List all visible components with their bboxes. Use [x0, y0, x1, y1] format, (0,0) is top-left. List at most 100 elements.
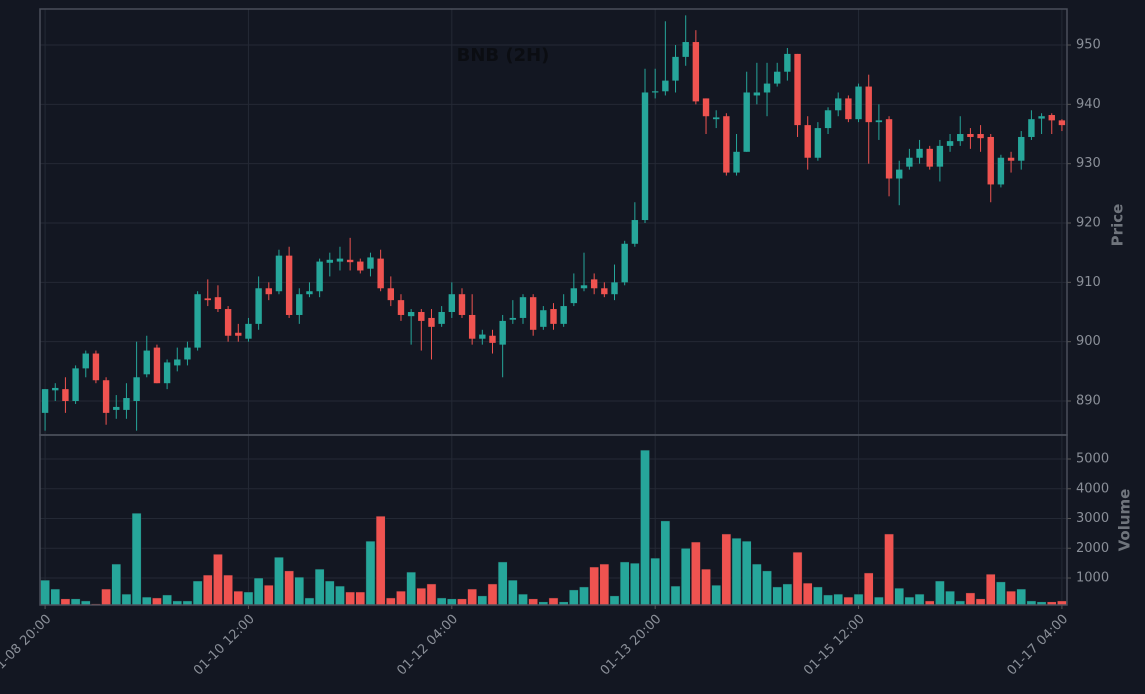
candle-body — [550, 309, 557, 324]
candle-body — [1058, 120, 1066, 126]
volume-bar — [579, 586, 589, 606]
volume-bar — [457, 598, 467, 606]
volume-bar — [762, 570, 772, 606]
candle-body — [468, 314, 476, 339]
candle-body — [133, 377, 140, 402]
candle-body — [519, 297, 527, 318]
candle-body — [682, 42, 689, 57]
candle-body — [763, 83, 771, 93]
volume-bar — [823, 594, 833, 606]
volume-bar — [853, 593, 864, 606]
candle-body — [509, 317, 517, 320]
candle-body — [580, 285, 588, 289]
volume-bar — [467, 588, 477, 606]
candle-body — [306, 291, 313, 295]
candle-body — [407, 312, 415, 317]
candle-body — [255, 288, 262, 324]
volume-bar — [131, 512, 142, 606]
volume-bar — [640, 449, 650, 606]
candle-body — [957, 134, 964, 142]
candle-body — [570, 288, 578, 304]
candle-body — [123, 398, 130, 410]
volume-bar — [833, 593, 844, 606]
volume-bar — [792, 551, 803, 606]
volume-bar — [304, 597, 315, 606]
volume-bar — [813, 586, 823, 606]
candle-body — [52, 387, 59, 391]
volume-bar — [650, 557, 661, 606]
volume-bar — [528, 598, 538, 606]
volume-bar — [660, 520, 671, 606]
candle-body — [499, 320, 506, 345]
candle-body — [946, 141, 954, 146]
candle-body — [448, 294, 456, 313]
volume-bar — [121, 593, 132, 606]
volume-bar — [741, 540, 752, 606]
y-tick-label: 890 — [1076, 394, 1101, 409]
y-axis-label: Price — [1109, 204, 1127, 247]
candle-body — [489, 335, 496, 343]
candle-body — [794, 53, 801, 126]
y-tick-label: 2000 — [1076, 541, 1109, 556]
candle-body — [174, 359, 181, 366]
candle-body — [92, 353, 100, 381]
y-tick-label: 5000 — [1076, 452, 1109, 467]
candle-body — [611, 282, 618, 295]
volume-bar — [965, 592, 976, 606]
candle-body — [316, 261, 323, 292]
candle-body — [428, 317, 435, 327]
candle-body — [896, 169, 903, 179]
candle-body — [397, 300, 405, 315]
candle-body — [743, 92, 750, 152]
candle-body — [540, 310, 547, 327]
candle-body — [702, 98, 710, 117]
y-tick-label: 930 — [1076, 156, 1101, 171]
volume-bar — [508, 579, 518, 606]
candle-body — [458, 294, 466, 315]
volume-bar — [935, 580, 945, 606]
candle-body — [997, 157, 1005, 185]
candle-body — [479, 334, 486, 339]
volume-bar — [772, 586, 783, 606]
candle-body — [631, 220, 639, 244]
volume-bar — [691, 541, 701, 606]
volume-bar — [60, 598, 71, 606]
candle-body — [285, 255, 293, 315]
candle-body — [601, 288, 608, 295]
candle-body — [102, 380, 110, 413]
volume-bar — [406, 571, 416, 606]
volume-bar — [294, 576, 305, 606]
volume-bar — [487, 583, 498, 606]
volume-bar — [70, 598, 81, 606]
candle-body — [163, 362, 171, 384]
candle-body — [641, 92, 649, 221]
volume-bar — [365, 540, 376, 606]
y-tick-label: 1000 — [1076, 571, 1109, 586]
volume-bar — [426, 583, 437, 606]
volume-bar — [548, 597, 559, 606]
candle-body — [875, 120, 883, 123]
candle-body — [438, 312, 445, 324]
volume-bar — [945, 590, 955, 606]
volume-bar — [324, 580, 335, 606]
candle-body — [936, 145, 944, 167]
volume-bar — [192, 580, 203, 606]
volume-bar — [497, 561, 508, 606]
volume-bar — [914, 593, 925, 606]
candle-body — [845, 98, 852, 120]
volume-panel-frame — [39, 434, 1068, 606]
volume-bar — [233, 590, 244, 606]
candle-body — [275, 255, 283, 292]
candle-body — [967, 134, 974, 137]
candle-body — [916, 148, 923, 158]
candle-body — [651, 91, 659, 93]
candle-body — [987, 136, 994, 185]
volume-bar — [284, 570, 294, 606]
candle-body — [1028, 119, 1035, 137]
volume-bar — [569, 589, 579, 606]
y-tick-label: 4000 — [1076, 481, 1109, 496]
candle-body — [326, 259, 333, 263]
volume-bar — [1016, 588, 1027, 606]
candle-body — [712, 117, 720, 120]
candle-body — [1007, 157, 1015, 161]
